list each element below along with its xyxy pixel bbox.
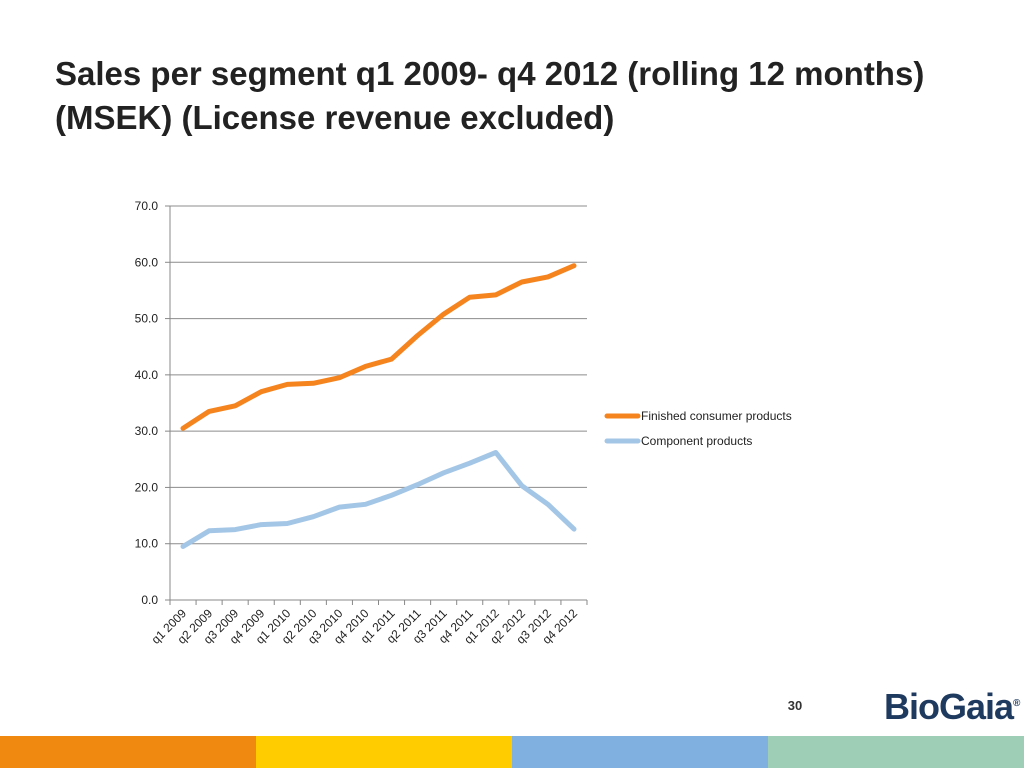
registered-mark: ® xyxy=(1013,698,1021,709)
y-tick-label: 0.0 xyxy=(141,593,158,607)
y-tick-label: 30.0 xyxy=(135,424,159,438)
page-number: 30 xyxy=(787,698,803,713)
footer-band-orange xyxy=(0,736,256,768)
legend-label: Component products xyxy=(641,434,752,448)
y-tick-label: 10.0 xyxy=(135,537,159,551)
y-tick-label: 20.0 xyxy=(135,480,159,494)
y-tick-label: 40.0 xyxy=(135,368,159,382)
biogaia-logo: BioGaia® xyxy=(884,682,1020,729)
footer-band-yellow xyxy=(256,736,512,768)
footer-band-blue xyxy=(512,736,768,768)
logo-text: BioGaia xyxy=(884,686,1014,727)
footer-band-green xyxy=(768,736,1024,768)
y-tick-label: 70.0 xyxy=(135,199,159,213)
slide-title: Sales per segment q1 2009- q4 2012 (roll… xyxy=(55,55,925,136)
y-tick-label: 60.0 xyxy=(135,255,159,269)
series-line-1 xyxy=(180,263,577,431)
legend-label: Finished consumer products xyxy=(641,409,792,423)
footer-color-bar xyxy=(0,736,1024,768)
y-tick-label: 50.0 xyxy=(135,312,159,326)
series-line-2 xyxy=(180,450,577,549)
